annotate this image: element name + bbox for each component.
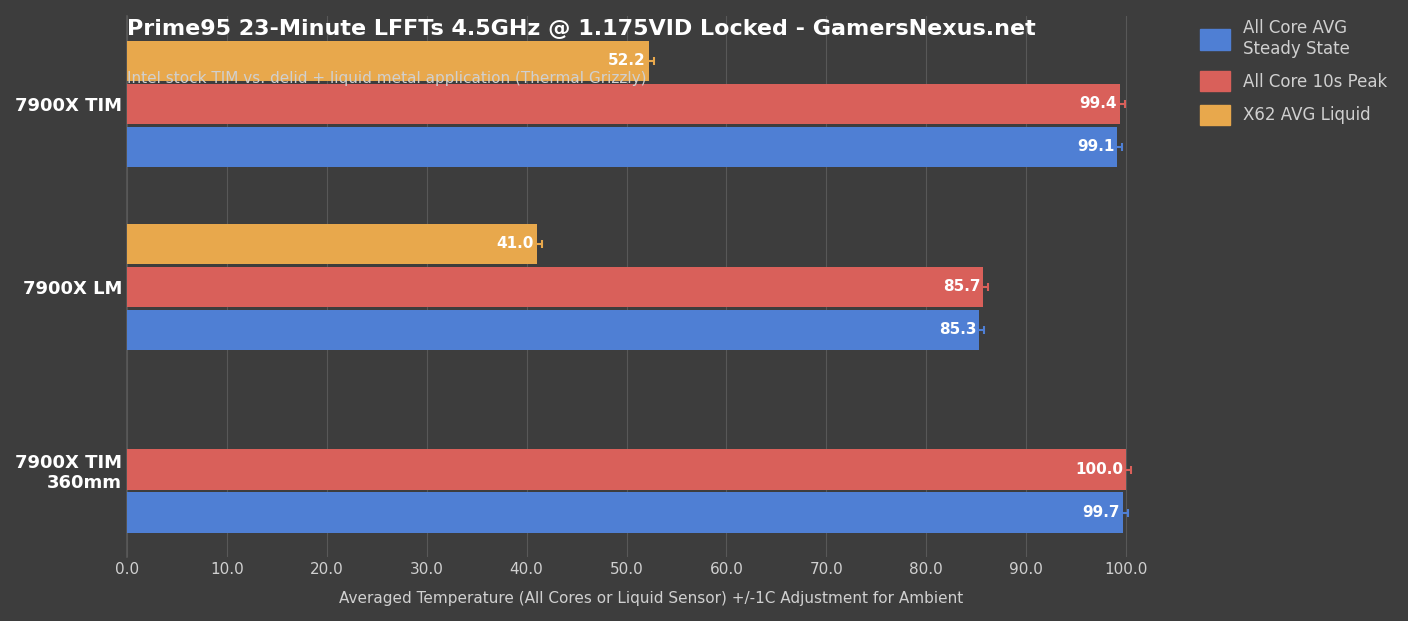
- Text: 52.2: 52.2: [608, 53, 645, 68]
- Bar: [127, 310, 980, 350]
- Text: 41.0: 41.0: [496, 236, 534, 252]
- Bar: [127, 450, 1126, 490]
- Bar: [127, 266, 983, 307]
- Text: Prime95 23-Minute LFFTs 4.5GHz @ 1.175VID Locked - GamersNexus.net: Prime95 23-Minute LFFTs 4.5GHz @ 1.175VI…: [127, 19, 1036, 39]
- Text: 85.7: 85.7: [943, 279, 980, 294]
- Text: 85.3: 85.3: [939, 322, 976, 337]
- Bar: [127, 492, 1124, 533]
- Bar: [127, 224, 536, 264]
- Text: 99.7: 99.7: [1083, 505, 1121, 520]
- Text: 99.1: 99.1: [1077, 139, 1114, 155]
- Text: 99.4: 99.4: [1080, 96, 1117, 111]
- Text: 100.0: 100.0: [1076, 462, 1124, 477]
- Bar: [127, 41, 649, 81]
- Bar: [127, 127, 1117, 167]
- Text: Intel stock TIM vs. delid + liquid metal application (Thermal Grizzly): Intel stock TIM vs. delid + liquid metal…: [127, 71, 646, 86]
- X-axis label: Averaged Temperature (All Cores or Liquid Sensor) +/-1C Adjustment for Ambient: Averaged Temperature (All Cores or Liqui…: [339, 591, 963, 606]
- Legend: All Core AVG
Steady State, All Core 10s Peak, X62 AVG Liquid: All Core AVG Steady State, All Core 10s …: [1195, 14, 1393, 130]
- Bar: [127, 84, 1121, 124]
